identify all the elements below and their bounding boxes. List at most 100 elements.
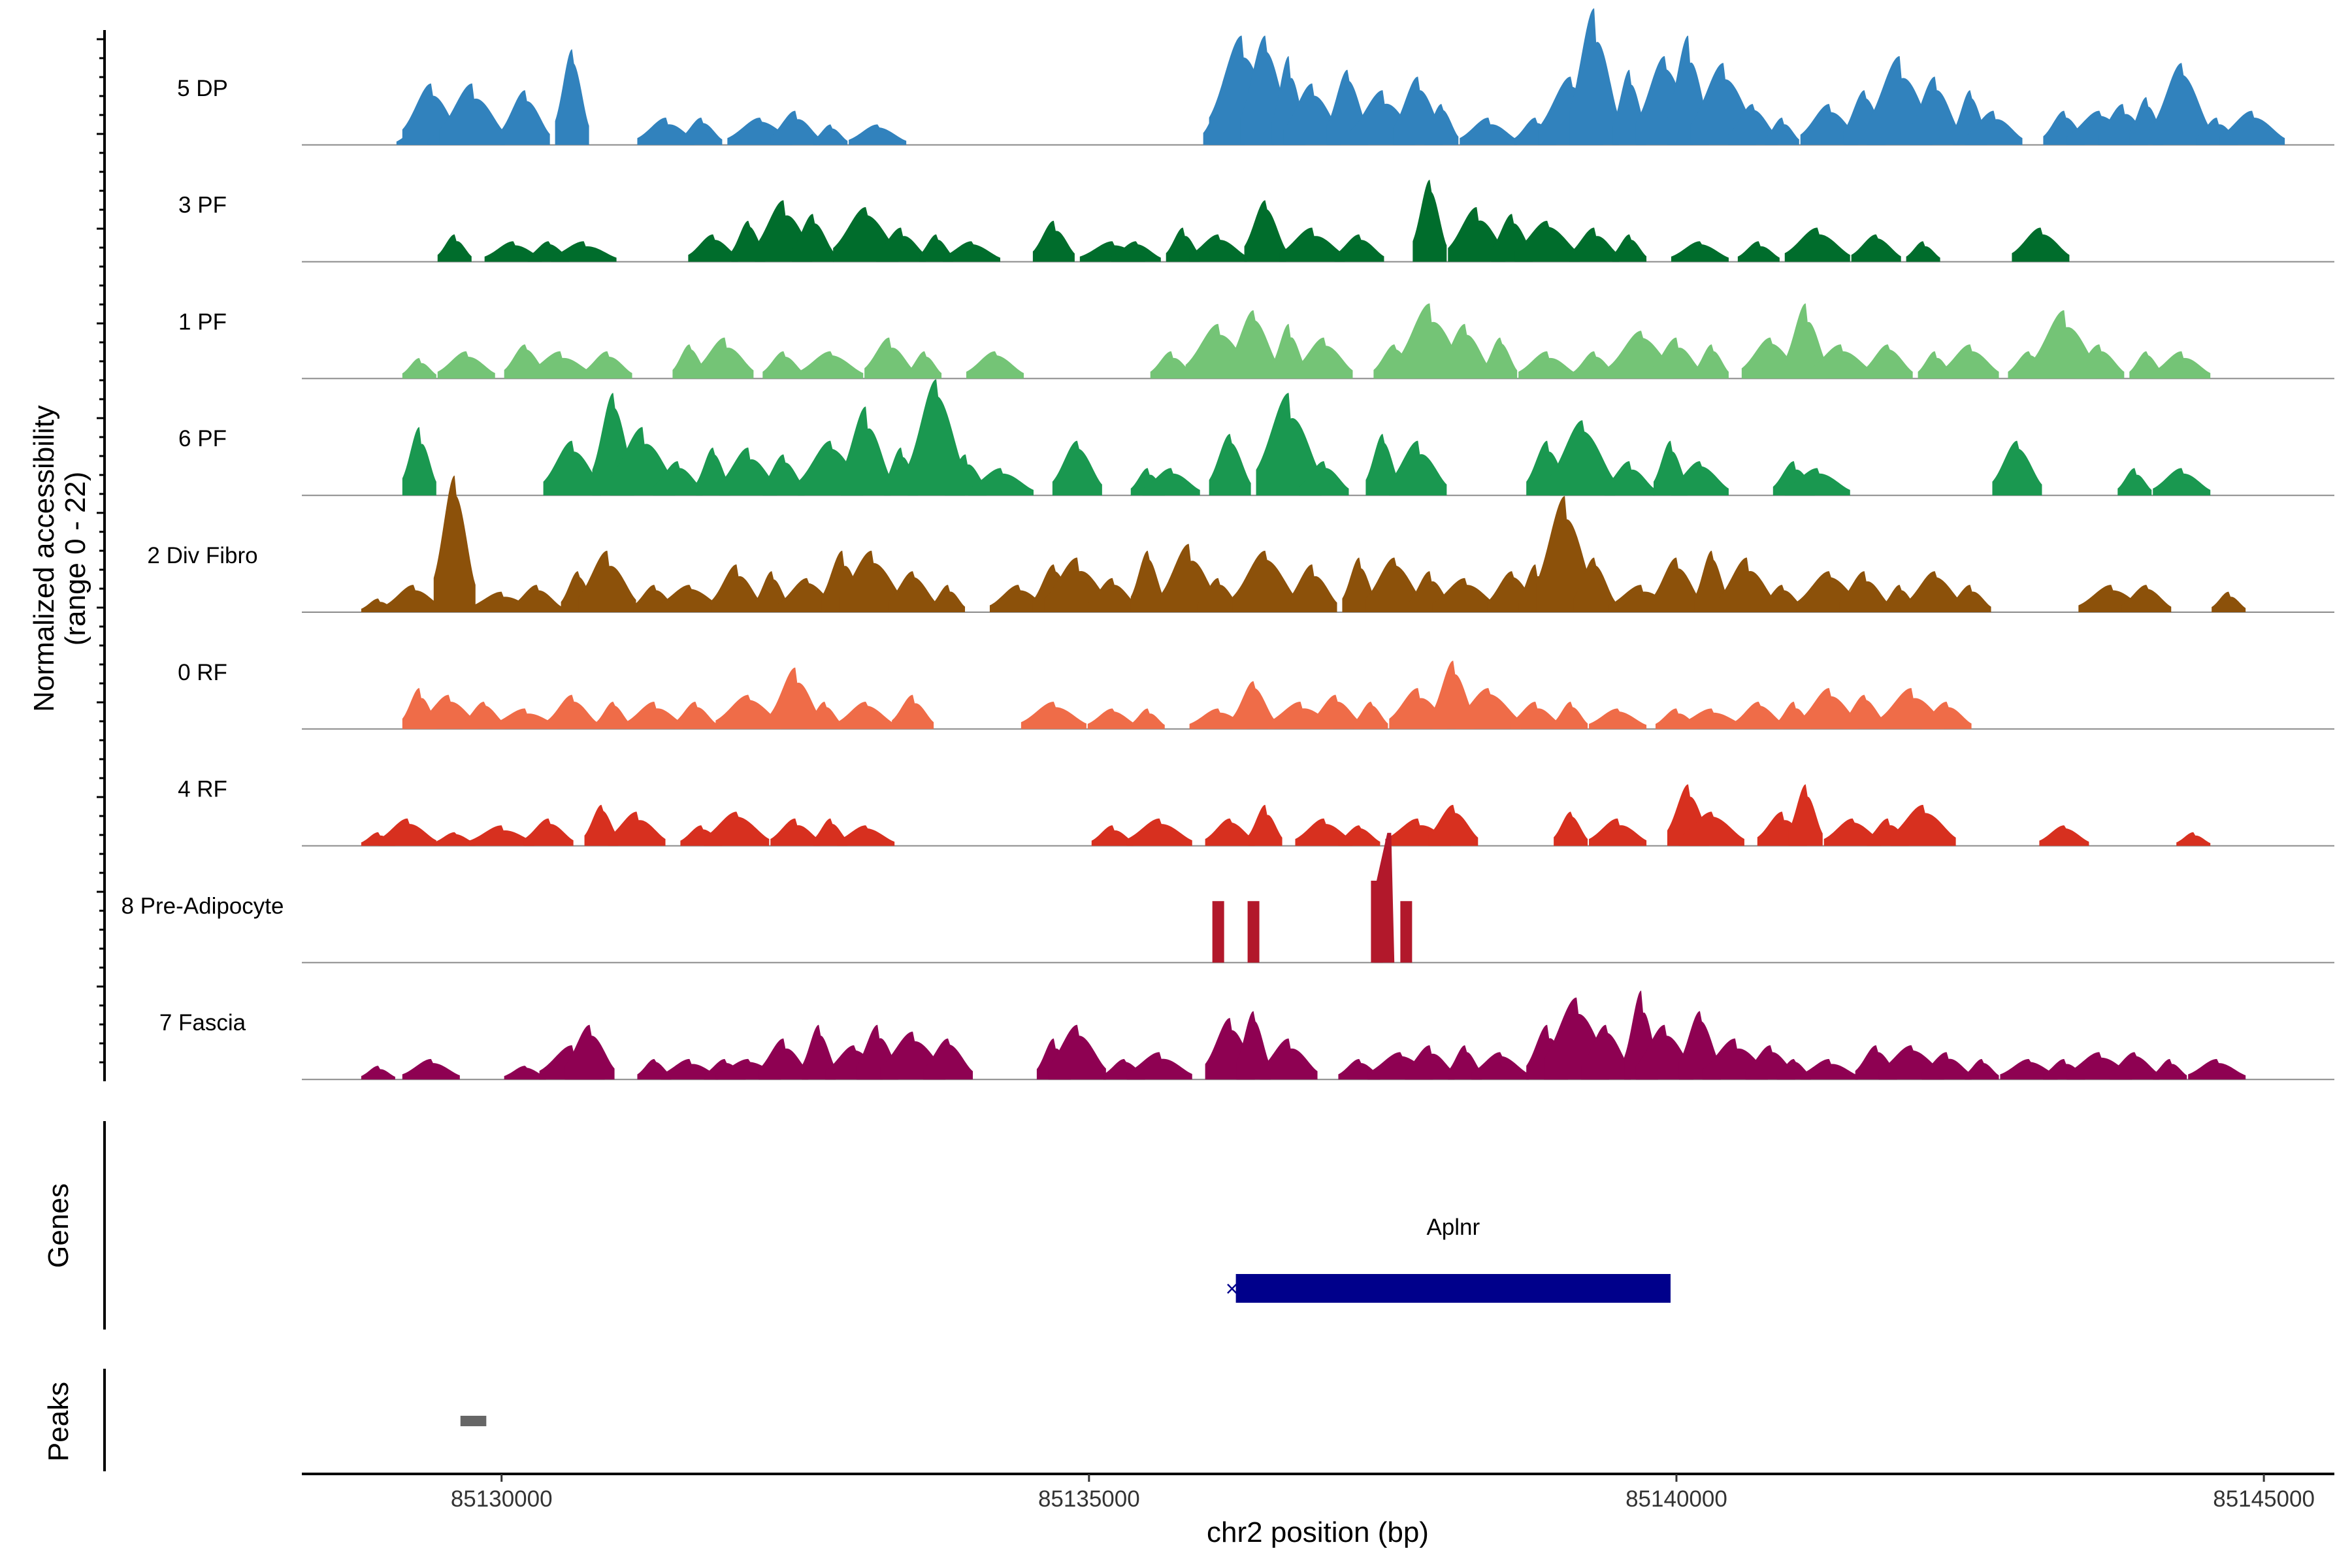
coverage-peak <box>544 441 601 496</box>
coverage-peak <box>2117 468 2151 495</box>
coverage-peak <box>864 338 914 379</box>
coverage-peak <box>1288 564 1337 612</box>
coverage-peak <box>385 585 442 612</box>
coverage-peak <box>1127 819 1192 846</box>
coverage-peak <box>1413 180 1446 261</box>
coverage-peak <box>1460 118 1517 145</box>
coverage-peak <box>849 124 906 144</box>
coverage-peak <box>688 235 738 262</box>
coverage-peak <box>2212 592 2246 612</box>
coverage-peak <box>1249 805 1282 846</box>
coverage-peak <box>837 702 894 729</box>
track-0-rf: 0 RF <box>178 660 2334 729</box>
x-axis-ticks: 85130000 85135000 85140000 85145000 <box>451 1474 2315 1512</box>
gene-body <box>1236 1274 1671 1303</box>
coverage-peak <box>1127 1052 1192 1079</box>
gene-strand-marker: × <box>1226 1277 1239 1301</box>
gene-aplnr: Aplnr × <box>1226 1215 1671 1303</box>
coverage-peak <box>1550 420 1615 495</box>
coverage-peak <box>711 564 761 612</box>
coverage-peak <box>2153 351 2210 379</box>
x-axis-tick-label: 85130000 <box>451 1486 553 1512</box>
coverage-peak <box>680 118 722 145</box>
genes-track-label: Genes <box>42 1183 74 1268</box>
coverage-peak <box>1248 901 1260 962</box>
coverage-peak <box>2039 825 2089 845</box>
coverage-peak <box>596 702 630 729</box>
coverage-peak <box>1205 819 1255 846</box>
x-axis-tick-label: 85145000 <box>2213 1486 2315 1512</box>
coverage-peak <box>555 49 589 144</box>
coverage-peak <box>1965 1059 1999 1079</box>
coverage-peak <box>1033 221 1075 262</box>
coverage-peak <box>438 235 472 262</box>
coverage-peak <box>2153 468 2210 495</box>
track-4-rf: 4 RF <box>178 777 2334 846</box>
coverage-peak <box>1612 235 1646 262</box>
coverage-peak <box>1311 695 1360 729</box>
coverage-peak <box>1695 344 1729 378</box>
x-axis-tick-label: 85140000 <box>1625 1486 1727 1512</box>
coverage-peak <box>547 695 597 729</box>
coverage-peak <box>2219 111 2285 145</box>
coverage-peak <box>1229 310 1279 379</box>
track-label: 0 RF <box>178 660 227 685</box>
coverage-peak <box>837 825 894 845</box>
coverage-peak <box>892 695 934 729</box>
coverage-peak <box>1389 441 1446 496</box>
track-label: 4 RF <box>178 777 227 802</box>
coverage-peak <box>1852 235 1901 262</box>
coverage-peak <box>2188 1059 2246 1079</box>
coverage-peak <box>1863 344 1913 378</box>
coverage-peak <box>1589 708 1646 728</box>
coverage-peak <box>841 406 890 495</box>
track-2-div-fibro: 2 Div Fibro <box>147 476 2334 612</box>
track-label: 8 Pre-Adipocyte <box>121 893 284 919</box>
coverage-peak <box>674 702 716 729</box>
coverage-peak <box>2012 227 2069 261</box>
track-label: 5 DP <box>177 76 228 101</box>
coverage-peak <box>500 90 550 145</box>
peak-region <box>461 1416 487 1426</box>
coverage-peak <box>2153 63 2210 144</box>
track-label: 7 Fascia <box>159 1010 246 1036</box>
coverage-peak <box>770 111 820 145</box>
coverage-tracks: 5 DP 3 PF 1 PF 6 PF 2 Div Fibro 0 RF 4 RF 8 Pre… <box>121 8 2334 1079</box>
coverage-peak <box>1652 557 1701 612</box>
coverage-peak <box>1511 702 1560 729</box>
track-5-dp: 5 DP <box>177 8 2334 145</box>
coverage-peak <box>770 819 820 846</box>
gene-label: Aplnr <box>1426 1215 1480 1240</box>
coverage-peak <box>1483 338 1517 379</box>
coverage-peak <box>1233 681 1275 729</box>
coverage-peak <box>1334 235 1384 262</box>
coverage-peak <box>1209 434 1251 495</box>
coverage-peak <box>759 1038 808 1079</box>
track-label: 1 PF <box>178 309 227 335</box>
peaks-track-label: Peaks <box>42 1382 74 1462</box>
coverage-peak <box>1554 702 1588 729</box>
track-label: 2 Div Fibro <box>147 543 257 568</box>
track-7-fascia: 7 Fascia <box>159 990 2334 1079</box>
coverage-peak <box>1671 241 1729 261</box>
coverage-peak <box>1021 702 1086 729</box>
coverage-peak <box>798 351 863 379</box>
coverage-peak <box>1354 702 1388 729</box>
coverage-peak <box>402 358 436 378</box>
coverage-peak <box>1942 344 1999 378</box>
coverage-peak <box>1518 351 1576 379</box>
coverage-peak <box>1785 227 1850 261</box>
coverage-peak <box>625 702 683 729</box>
track-1-pf: 1 PF <box>178 303 2334 378</box>
coverage-peak <box>813 124 847 144</box>
y-axis-title-line2: (range 0 - 22) <box>59 472 91 646</box>
coverage-peak <box>943 241 1000 261</box>
coverage-peak <box>1738 241 1780 261</box>
x-axis-tick-label: 85135000 <box>1038 1486 1140 1512</box>
coverage-peak <box>361 1066 395 1079</box>
coverage-peak <box>1471 1052 1529 1079</box>
coverage-peak <box>579 551 636 612</box>
track-label: 3 PF <box>178 193 227 218</box>
coverage-peak <box>438 351 495 379</box>
coverage-peak <box>402 427 436 496</box>
